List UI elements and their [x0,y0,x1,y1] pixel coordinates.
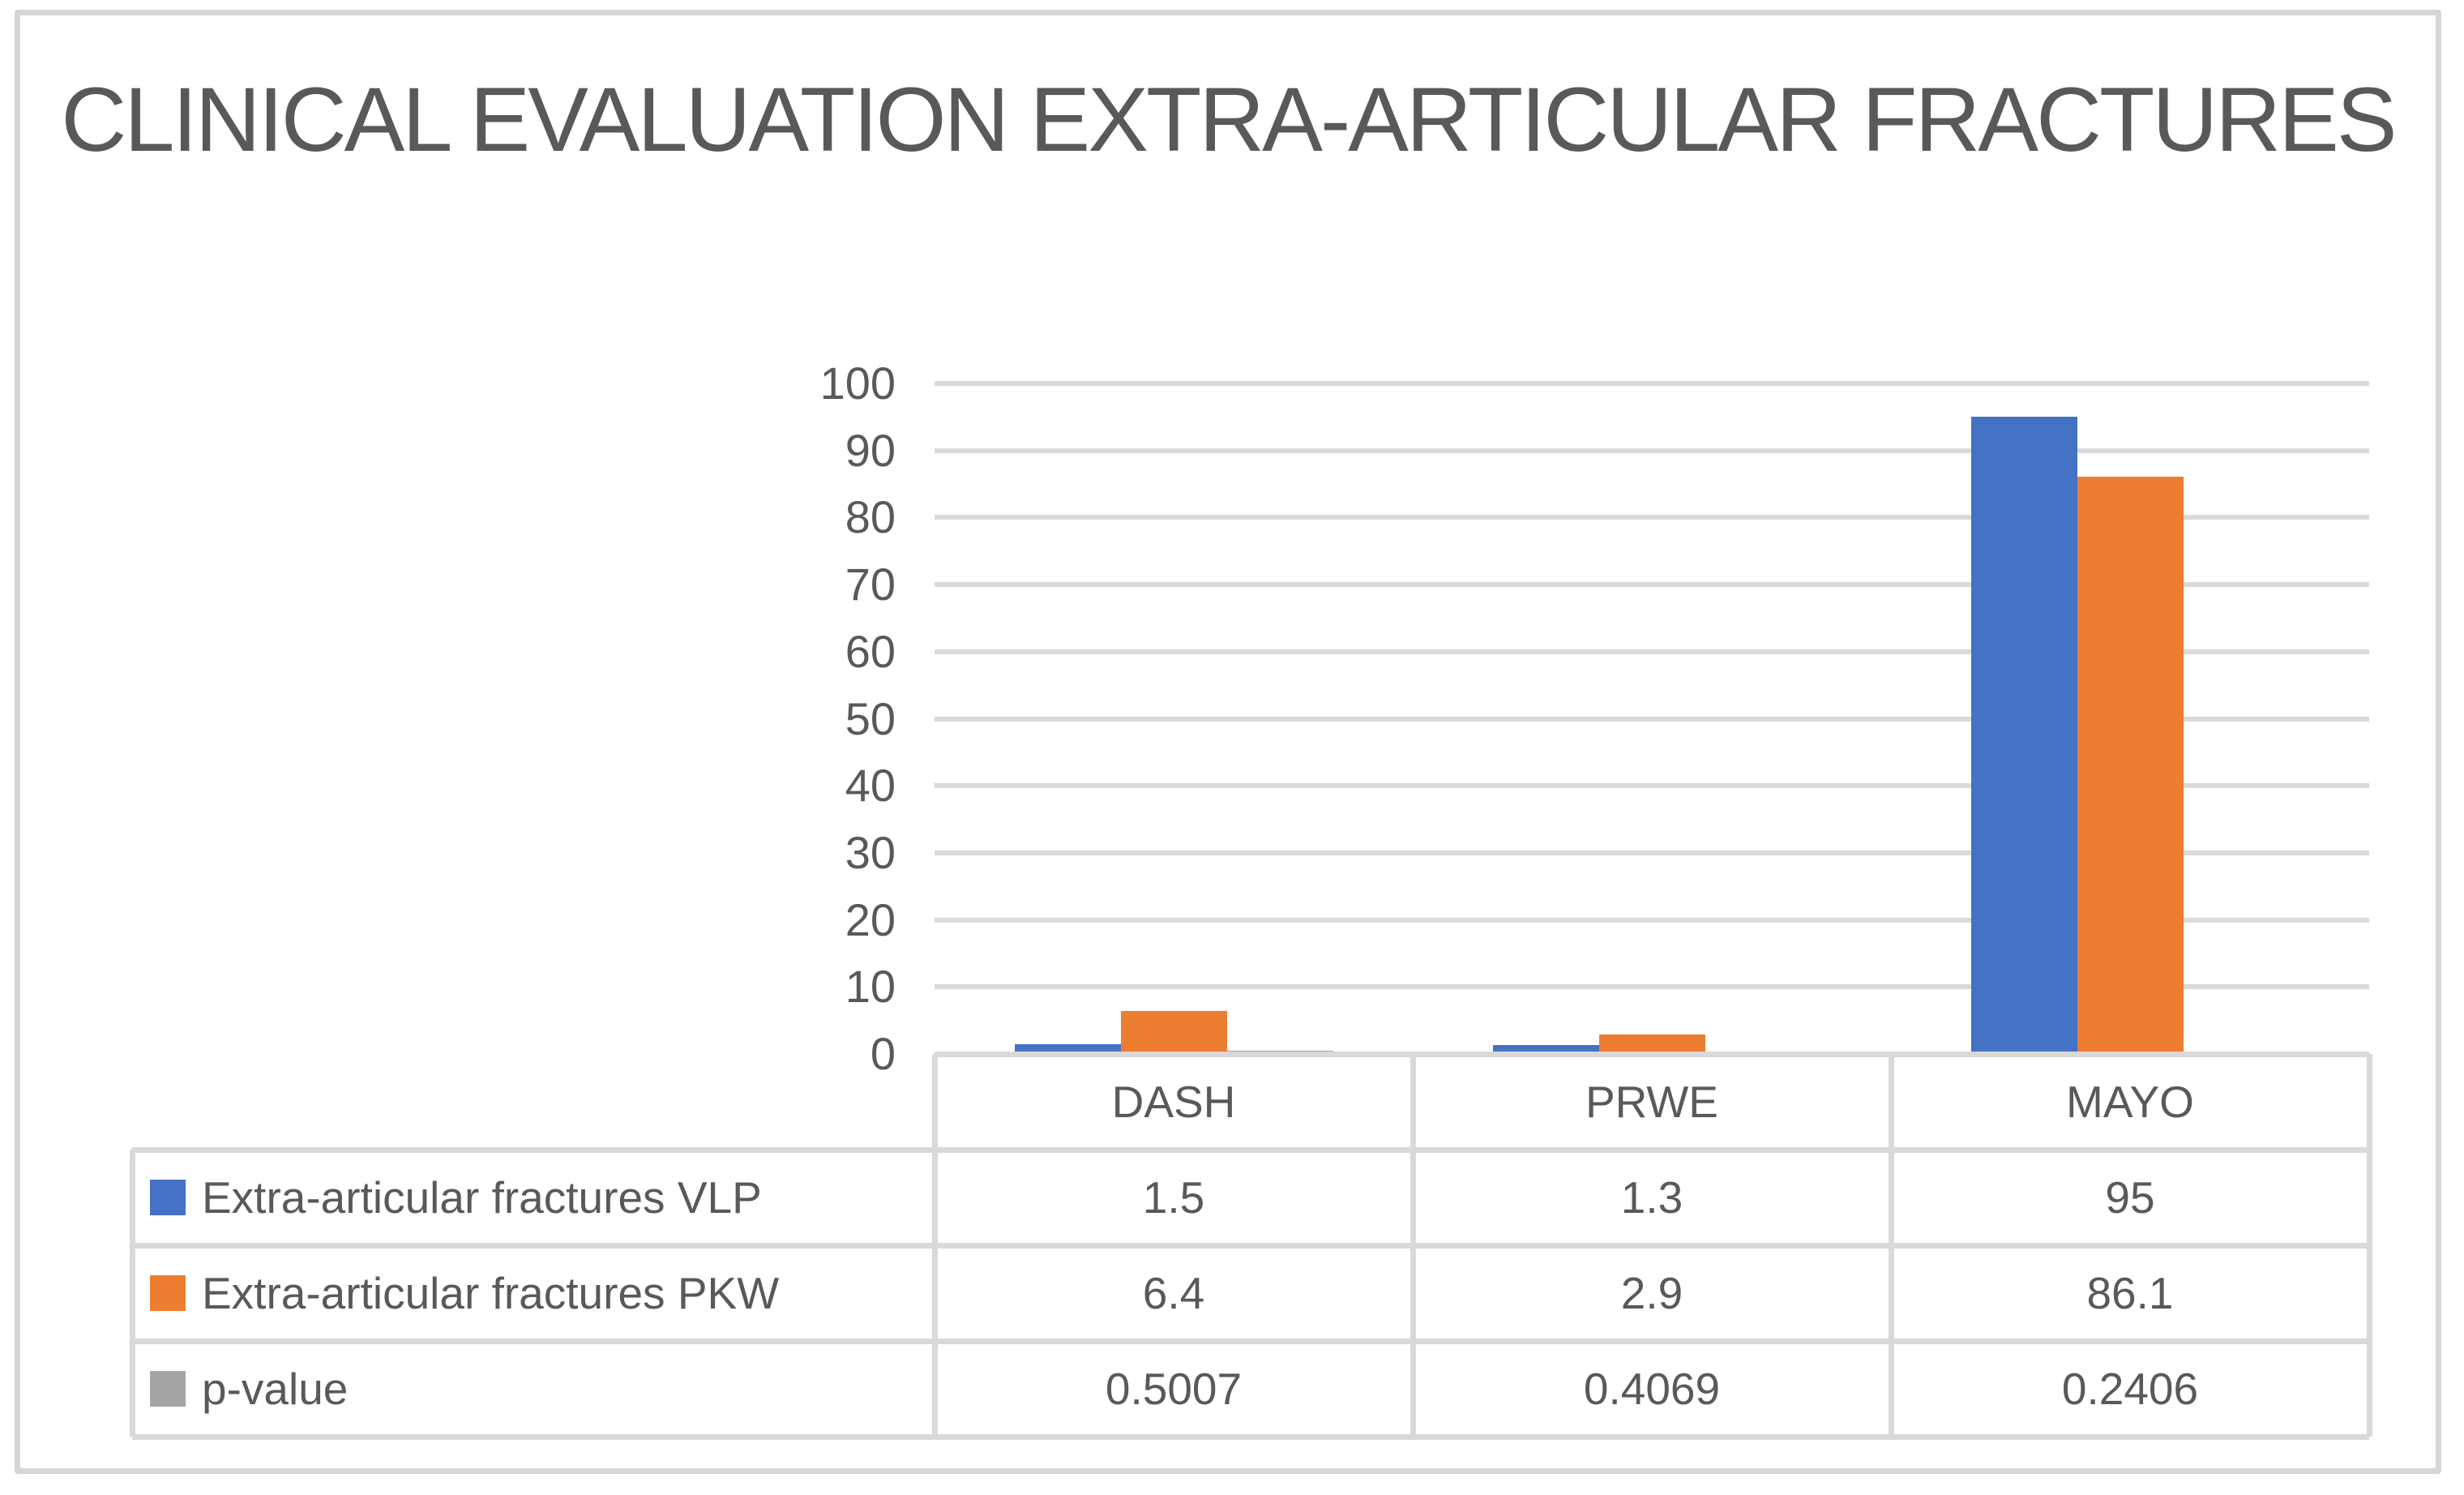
table-border-horizontal [132,1339,2369,1344]
table-border-vertical [1410,1054,1416,1437]
gridline [935,515,2369,520]
table-border-horizontal [935,1052,2369,1057]
y-axis-tick-label: 10 [845,961,896,1013]
table-border-vertical [130,1150,135,1437]
gridline [935,716,2369,722]
gridline [935,984,2369,990]
bar-pkw-prwe [1598,1035,1705,1054]
table-header-dash: DASH [1111,1077,1236,1127]
y-axis-tick-label: 100 [819,358,896,409]
table-cell-vlp-dash: 1.5 [1142,1172,1205,1223]
table-cell-vlp-mayo: 95 [2105,1172,2155,1223]
table-cell-pkw-dash: 6.4 [1142,1268,1205,1318]
legend-item-pkw: Extra-articular fractures PKW [132,1245,935,1341]
legend-label-vlp: Extra-articular fractures VLP [202,1172,762,1223]
table-border-horizontal [132,1434,2369,1440]
table-header-mayo: MAYO [2066,1077,2194,1127]
y-axis-tick-label: 40 [845,760,896,812]
gridline [935,381,2369,386]
legend-item-p-value: p-value [132,1341,935,1437]
legend-swatch-pkw [150,1275,186,1311]
legend-label-p-value: p-value [202,1364,349,1414]
gridline [935,783,2369,789]
legend-item-vlp: Extra-articular fractures VLP [132,1150,935,1245]
legend-label-pkw: Extra-articular fractures PKW [202,1268,780,1318]
table-border-vertical [932,1054,938,1437]
y-axis-tick-label: 20 [845,893,896,945]
table-cell-pkw-prwe: 2.9 [1620,1268,1683,1318]
y-axis-tick-label: 50 [845,692,896,744]
table-cell-p-value-dash: 0.5007 [1105,1364,1243,1414]
y-axis-tick-label: 70 [845,559,896,610]
table-border-horizontal [132,1147,2369,1153]
table-cell-p-value-prwe: 0.4069 [1583,1364,1721,1414]
y-axis-tick-label: 90 [845,424,896,476]
table-header-prwe: PRWE [1585,1077,1718,1127]
gridline [935,582,2369,588]
table-cell-vlp-prwe: 1.3 [1620,1172,1683,1223]
gridline [935,448,2369,453]
table-border-vertical [2367,1054,2372,1437]
y-axis-tick-label: 0 [870,1028,896,1079]
y-axis-tick-label: 80 [845,491,896,543]
bar-pkw-dash [1120,1011,1227,1054]
gridline [935,649,2369,654]
gridline [935,850,2369,855]
bar-vlp-prwe [1492,1045,1599,1054]
y-axis-tick-label: 60 [845,625,896,677]
legend-swatch-vlp [150,1180,186,1215]
bar-vlp-mayo [1970,417,2077,1054]
gridline [935,917,2369,923]
table-cell-pkw-mayo: 86.1 [2086,1268,2174,1318]
y-axis-tick-label: 30 [845,826,896,878]
chart-title: CLINICAL EVALUATION EXTRA-ARTICULAR FRAC… [61,69,2397,170]
bar-pkw-mayo [2077,477,2184,1054]
legend-swatch-p-value [150,1371,186,1407]
table-cell-p-value-mayo: 0.2406 [2061,1364,2199,1414]
table-border-vertical [1889,1054,1894,1437]
table-border-horizontal [132,1243,2369,1249]
